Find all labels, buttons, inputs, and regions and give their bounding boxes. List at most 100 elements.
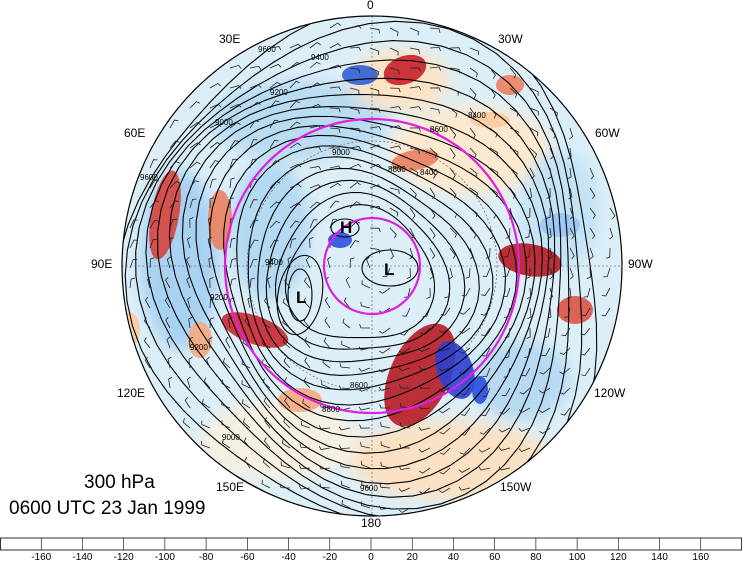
wind-barb — [458, 467, 471, 473]
wind-barb — [302, 398, 311, 409]
wind-barb — [389, 207, 399, 217]
wind-barb — [489, 227, 494, 240]
wind-barb — [589, 167, 595, 180]
wind-barb — [329, 22, 342, 29]
wind-barb — [503, 367, 511, 378]
wind-barb — [399, 402, 411, 409]
wind-barb — [429, 87, 441, 92]
wind-barb — [129, 277, 136, 289]
wind-barb — [469, 87, 477, 99]
wind-barb — [369, 47, 379, 56]
wind-barb — [429, 267, 434, 280]
wind-barb — [189, 198, 197, 209]
wind-barb — [449, 267, 453, 280]
wind-barb — [330, 147, 341, 152]
wind-barb — [249, 120, 260, 129]
colorbar-tick-label: 20 — [407, 552, 419, 561]
wind-barb — [409, 187, 417, 199]
wind-barb — [501, 387, 511, 397]
low-center-label: L — [296, 288, 306, 307]
wind-barb — [549, 147, 554, 160]
wind-barb — [546, 207, 551, 219]
wind-barb — [167, 356, 172, 369]
lon-label-30w: 30W — [498, 32, 523, 46]
wind-barb — [186, 276, 191, 289]
wind-barb — [169, 119, 179, 129]
contour-label: 9400 — [265, 258, 283, 267]
wind-barb — [269, 46, 282, 51]
wind-barb — [309, 184, 322, 189]
wind-barb — [422, 307, 431, 317]
wind-barb — [444, 287, 451, 299]
wind-barb — [478, 447, 491, 453]
wind-barb — [601, 307, 611, 317]
wind-barb — [361, 460, 371, 469]
wind-barb — [309, 201, 321, 209]
wind-barb — [186, 256, 191, 269]
wind-barb — [262, 458, 271, 469]
wind-barb — [589, 227, 596, 240]
wind-barb — [229, 158, 237, 169]
wind-barb — [188, 336, 194, 349]
wind-barb — [165, 276, 171, 289]
wind-barb — [439, 447, 451, 455]
wind-barb — [304, 337, 311, 349]
height-contour-line — [209, 125, 527, 438]
wind-barb — [249, 158, 257, 169]
wind-maximum-patch — [188, 322, 212, 358]
wind-barb — [509, 187, 516, 199]
wind-barb — [409, 86, 422, 91]
wind-barb — [369, 144, 382, 149]
contour-label: 8400 — [420, 168, 438, 177]
wind-barb — [369, 67, 379, 76]
wind-barb — [208, 336, 213, 349]
colorbar-tick-label: 0 — [368, 552, 374, 561]
wind-barb — [419, 384, 431, 389]
wind-barb — [569, 227, 575, 240]
wind-barb — [589, 187, 596, 200]
wind-barb — [129, 239, 139, 249]
wind-barb — [201, 420, 211, 429]
wind-barb — [349, 107, 360, 115]
wind-barb — [429, 107, 440, 114]
wind-barb — [478, 466, 491, 471]
wind-barb — [509, 127, 519, 136]
wind-barb — [269, 201, 281, 209]
wind-barb — [429, 27, 441, 33]
wind-barb — [309, 103, 322, 109]
wind-barb — [345, 276, 351, 289]
wind-barb — [438, 387, 451, 393]
wind-barb — [349, 127, 361, 133]
lon-label-60w: 60W — [595, 126, 620, 140]
wind-barb — [229, 64, 242, 69]
wind-barb — [343, 297, 351, 309]
wind-barb — [283, 417, 291, 429]
lon-label-180: 180 — [361, 516, 381, 530]
wind-barb — [389, 27, 399, 37]
wind-barb — [504, 327, 511, 339]
wind-barb — [479, 427, 491, 435]
wind-barbs — [129, 22, 616, 513]
wind-barb — [549, 267, 554, 280]
wind-barb — [282, 318, 291, 329]
wind-barb — [518, 407, 531, 413]
wind-barb — [449, 87, 459, 96]
wind-barb — [241, 380, 251, 389]
wind-barb — [409, 127, 421, 132]
colorbar: -160 -140 -120 -100 -80 -60 -40 -20 0 20 40 60 80 100… — [0, 537, 742, 561]
wind-barb — [379, 327, 391, 334]
wind-barb — [502, 267, 511, 277]
wind-barb — [187, 236, 191, 249]
wind-barb — [409, 106, 422, 111]
wind-barb — [229, 237, 236, 249]
wind-barb — [303, 277, 311, 289]
contour-label: 9000 — [222, 433, 240, 442]
wind-barb — [460, 407, 471, 416]
wind-barb — [469, 47, 479, 56]
contour-label: 8400 — [468, 111, 486, 120]
wind-maximum-patch — [498, 243, 562, 277]
wind-barb — [209, 160, 220, 169]
wind-barb — [349, 87, 360, 95]
wind-barb — [349, 24, 362, 29]
wind-barb — [221, 420, 231, 429]
